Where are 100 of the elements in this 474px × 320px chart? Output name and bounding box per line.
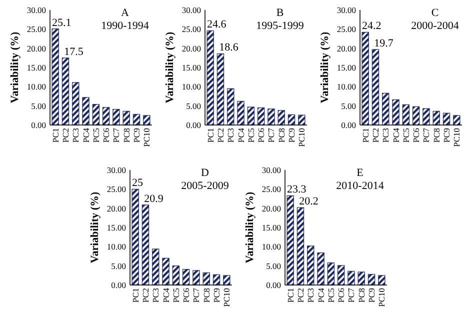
y-axis-title: Variability (%) [88,191,101,264]
bar [372,49,380,126]
bar [378,275,386,286]
y-tick-label: 15.00 [106,222,126,232]
x-tick-label: PC6 [411,128,422,143]
data-label: 20.9 [144,192,164,205]
y-axis-title: Variability (%) [164,31,176,104]
y-tick-label: 15.00 [262,222,281,232]
x-tick-label: PC3 [306,288,316,303]
data-label: 23.3 [287,184,307,196]
data-label: 20.2 [299,196,318,208]
x-tick-label: PC6 [181,288,192,303]
data-label: 24.6 [207,18,227,31]
bar [92,104,100,126]
text: 2010-2014 [336,180,384,192]
y-tick-label: 30.00 [182,4,201,15]
y-tick-label: 10.00 [336,82,356,92]
bar [227,88,234,126]
bar [102,107,110,126]
x-tick-label: PC10 [376,288,387,307]
x-tick-label: PC9 [441,128,452,143]
x-tick-label: PC4 [390,127,401,143]
x-tick-label: PC8 [276,128,286,143]
x-tick-label: PC5 [326,288,336,303]
y-tick-label: 0.00 [186,120,201,130]
x-tick-label: PC9 [211,288,222,303]
bar [216,53,224,126]
x-tick-label: PC5 [400,128,411,143]
y-tick-label: 10.00 [106,242,126,252]
x-tick-label: PC7 [346,288,356,303]
x-tick-label: PC4 [316,287,326,303]
data-label: 19.7 [374,37,394,50]
bar [286,195,294,286]
x-tick-label: PC2 [295,288,306,303]
bar [307,246,314,286]
y-tick-label: 0.00 [111,280,126,290]
y-tick-label: 0.00 [266,280,281,290]
bar [132,114,140,126]
data-label: 24.2 [362,20,382,32]
y-tick-label: 20.00 [262,203,281,214]
x-tick-label: PC2 [60,128,70,143]
x-tick-label: PC8 [356,288,366,303]
bar [162,258,170,286]
bar [223,275,230,286]
bar [143,115,150,126]
bar [247,106,255,126]
bar [122,110,130,126]
bar [278,110,285,126]
bar [412,106,420,126]
bar [392,99,400,126]
bar [268,108,275,126]
x-tick-label: PC9 [366,288,376,303]
bar [237,100,244,126]
x-tick-label: PC2 [140,288,150,303]
text: 1995-1999 [256,20,304,32]
chart-title: E [356,167,364,179]
x-tick-label: PC5 [246,128,256,143]
x-tick-label: PC10 [296,128,307,147]
x-tick-label: PC6 [336,288,346,303]
text: 2005-2009 [181,180,230,192]
bar [422,108,430,126]
data-label: 25 [132,177,144,190]
x-tick-label: PC6 [256,128,266,143]
y-tick-label: 5.00 [341,100,356,111]
x-tick-label: PC10 [452,128,462,147]
bar [442,112,450,126]
x-tick-label: PC4 [160,287,171,303]
bar [432,110,440,126]
x-tick-label: PC7 [266,128,276,143]
y-tick-label: 25.00 [182,24,201,34]
bar [206,30,214,126]
y-tick-label: 15.00 [336,62,356,72]
bar [348,270,355,286]
bar [152,248,160,286]
y-tick-label: 30.00 [26,4,46,15]
bar [257,107,265,126]
y-tick-label: 25.00 [26,24,46,34]
x-tick-label: PC1 [360,128,370,143]
bar [192,270,200,286]
y-tick-label: 15.00 [182,62,201,72]
y-tick-label: 30.00 [106,164,126,175]
x-tick-label: PC3 [150,288,161,303]
x-tick-label: PC10 [142,128,152,147]
x-tick-label: PC4 [80,127,91,143]
y-axis-title: Variability (%) [244,191,256,264]
bar [368,274,376,286]
bar [142,204,150,286]
y-tick-label: 10.00 [26,82,46,92]
y-tick-label: 20.00 [182,43,201,54]
x-tick-label: PC5 [90,128,101,143]
bar [362,32,369,126]
x-tick-label: PC8 [201,288,212,303]
data-label: 18.6 [219,42,239,54]
x-tick-label: PC7 [111,128,122,143]
x-tick-label: PC9 [131,128,142,143]
bar [182,268,190,286]
x-tick-label: PC10 [222,288,232,307]
chart-title: D [201,167,210,179]
x-tick-label: PC1 [285,288,296,303]
y-tick-label: 15.00 [26,62,46,72]
